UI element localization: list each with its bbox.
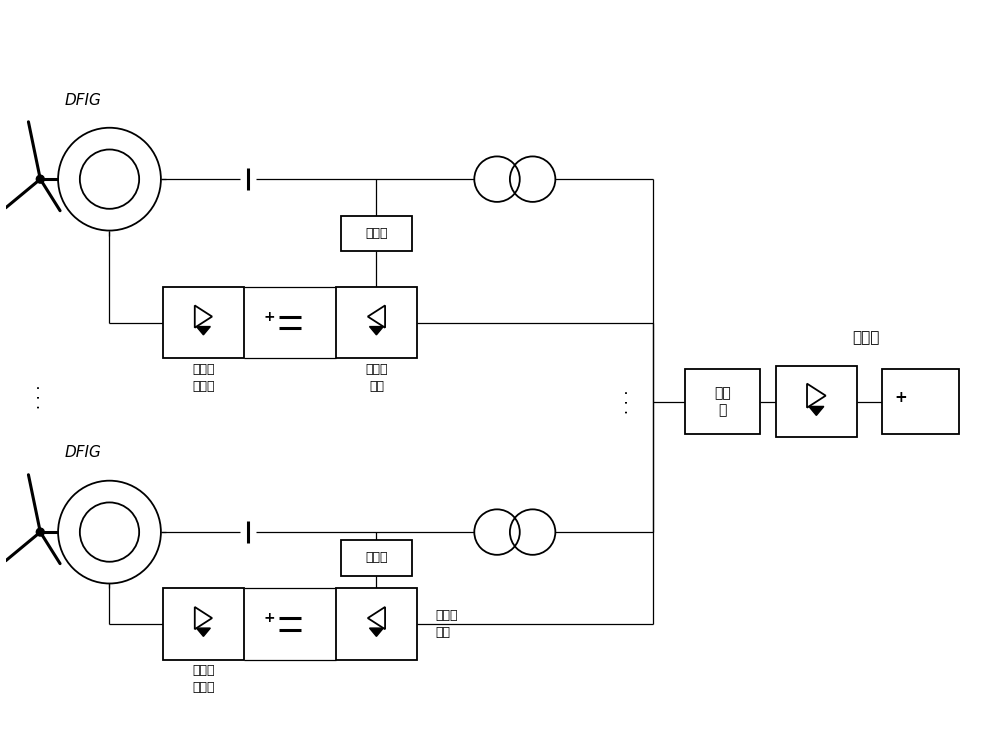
Text: +: + [263, 310, 275, 324]
Polygon shape [809, 406, 824, 416]
Circle shape [36, 175, 44, 183]
Bar [341, 216, 412, 251]
Text: +: + [894, 390, 907, 405]
Bar [336, 287, 417, 358]
Bar [163, 589, 244, 660]
Bar [336, 589, 417, 660]
Bar [685, 369, 760, 434]
Bar [341, 540, 412, 575]
Polygon shape [370, 628, 383, 636]
Text: · · ·: · · · [621, 389, 636, 414]
Text: 网侧变
流器: 网侧变 流器 [365, 363, 388, 393]
Text: 转子侧
变流器: 转子侧 变流器 [192, 665, 215, 695]
Text: 送端站: 送端站 [852, 330, 879, 345]
Text: 网侧变
流器: 网侧变 流器 [436, 609, 458, 639]
Polygon shape [370, 326, 383, 335]
Text: +: + [263, 611, 275, 625]
Polygon shape [196, 326, 210, 335]
Polygon shape [196, 628, 210, 636]
Bar [163, 287, 244, 358]
Text: DFIG: DFIG [65, 446, 102, 460]
Text: DFIG: DFIG [65, 92, 102, 108]
Text: 转子侧
变流器: 转子侧 变流器 [192, 363, 215, 393]
Text: 滤波器: 滤波器 [365, 227, 388, 240]
Text: 滤波
器: 滤波 器 [714, 386, 731, 417]
Bar [882, 369, 959, 434]
Text: 滤波器: 滤波器 [365, 551, 388, 564]
Circle shape [36, 528, 44, 536]
Text: · · ·: · · · [33, 384, 48, 409]
Bar [776, 366, 857, 437]
